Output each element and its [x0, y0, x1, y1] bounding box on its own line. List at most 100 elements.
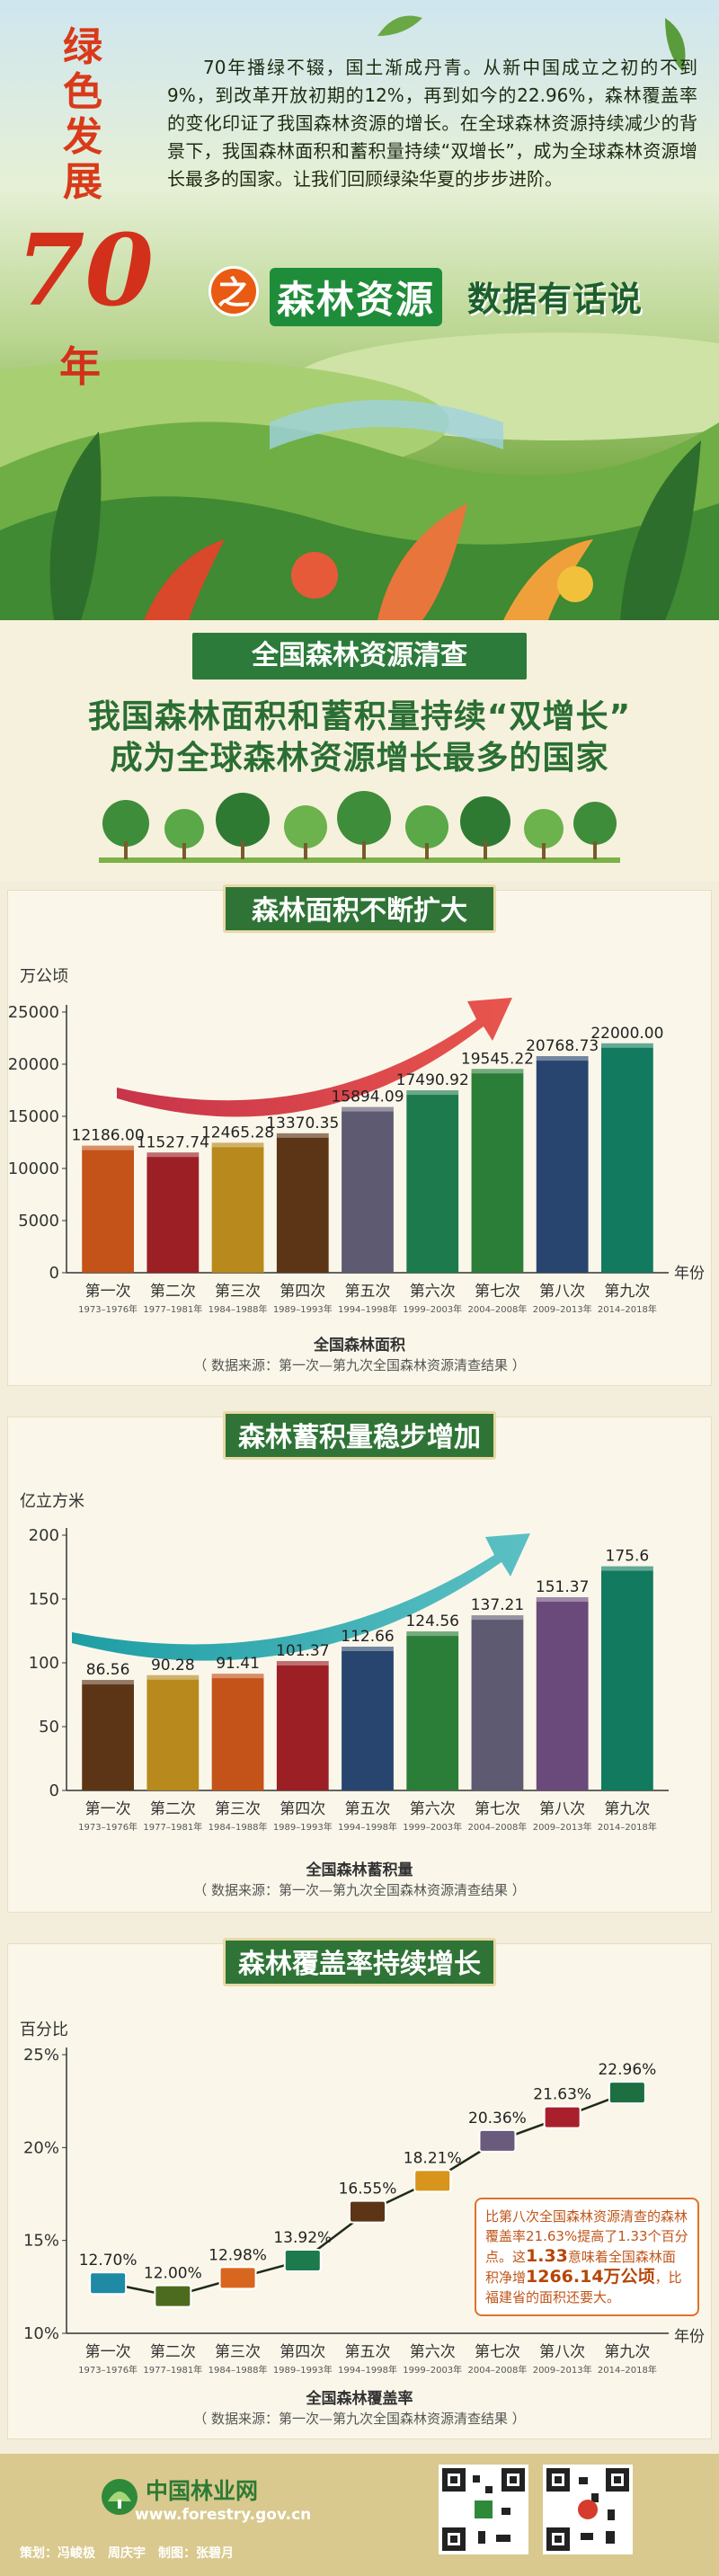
x-category-label: 第三次 — [215, 1800, 261, 1818]
coverage-chart-caption: 全国森林覆盖率 — [306, 2390, 413, 2408]
bar — [536, 1597, 589, 1790]
bar-cap — [406, 1090, 459, 1096]
x-period-label: 2014–2018年 — [598, 2364, 657, 2376]
coverage-value-label: 13.92% — [273, 2229, 332, 2247]
weibo-qr-code[interactable] — [543, 2465, 633, 2554]
stock-chart-source: （ 数据来源：第一次—第九次全国森林资源清查结果 ） — [193, 1882, 526, 1898]
area-chart-caption: 全国森林面积 — [314, 1337, 405, 1355]
forestry-logo-icon — [102, 2479, 138, 2515]
y-tick-label: 15% — [23, 2232, 59, 2251]
bar-cap — [342, 1106, 394, 1112]
tree-row-illustration — [99, 791, 620, 863]
forest-area-bar-chart: 0 5000 10000 15000 20000 25000 第一次 1973–1976年第二… — [8, 998, 669, 1315]
y-tick-label: 150 — [29, 1590, 59, 1609]
x-category-label: 第二次 — [150, 2343, 196, 2361]
note-bold-2: 1266.14万公顷 — [526, 2267, 655, 2287]
x-period-label: 1994–1998年 — [338, 1303, 397, 1315]
coverage-marker — [283, 2248, 322, 2272]
x-category-label: 第八次 — [539, 1283, 585, 1301]
bar — [406, 1090, 459, 1273]
x-period-label: 1977–1981年 — [143, 1303, 202, 1315]
bar-value-label: 124.56 — [405, 1612, 458, 1630]
x-category-label: 第五次 — [345, 2343, 391, 2361]
x-category-label: 第一次 — [85, 2343, 131, 2361]
coverage-value-label: 18.21% — [404, 2149, 462, 2167]
bar — [342, 1647, 394, 1790]
x-category-label: 第九次 — [604, 1800, 650, 1818]
hero-banner: 绿色发展 70年播绿不辍，国土渐成丹青。从新中国成立之初的不到9%，到改革开放初… — [0, 0, 719, 620]
y-tick-label: 15000 — [8, 1107, 59, 1126]
bar — [536, 1056, 589, 1273]
bar-value-label: 22000.00 — [590, 1025, 663, 1043]
bar-value-label: 19545.22 — [461, 1050, 534, 1068]
bar-value-label: 12465.28 — [201, 1124, 274, 1141]
bar-value-label: 15894.09 — [331, 1088, 404, 1106]
coverage-marker — [154, 2284, 192, 2308]
bar — [601, 1043, 653, 1273]
bar — [82, 1680, 134, 1790]
coverage-y-unit: 百分比 — [20, 2021, 68, 2039]
bar-value-label: 151.37 — [536, 1578, 589, 1596]
coverage-note-box: 比第八次全国森林资源清查的森林覆盖率21.63%提高了1.33个百分点。这1.3… — [475, 2198, 699, 2316]
y-tick-label: 25000 — [8, 1003, 59, 1022]
footer-credits: 策划：冯峻极 周庆宇 制图：张碧月 — [20, 2546, 234, 2561]
note-bold-1: 1.33 — [526, 2246, 568, 2266]
x-category-label: 第八次 — [539, 1800, 585, 1818]
x-period-label: 2009–2013年 — [533, 1303, 592, 1315]
area-chart-source: （ 数据来源：第一次—第九次全国森林资源清查结果 ） — [193, 1357, 526, 1373]
trend-arrow — [72, 1533, 530, 1661]
y-tick-label: 20% — [23, 2138, 59, 2157]
x-period-label: 1984–1988年 — [209, 2364, 268, 2376]
x-period-label: 1984–1988年 — [209, 1303, 268, 1315]
stock-y-unit: 亿立方米 — [20, 1492, 84, 1511]
area-y-unit: 万公顷 — [20, 967, 68, 986]
site-url[interactable]: www.forestry.gov.cn — [135, 2506, 312, 2524]
stock-chart-caption: 全国森林蓄积量 — [306, 1861, 413, 1879]
coverage-value-label: 12.70% — [79, 2252, 138, 2270]
x-period-label: 1984–1988年 — [209, 1821, 268, 1833]
bar — [146, 1674, 200, 1790]
x-period-label: 1989–1993年 — [273, 1303, 333, 1315]
x-category-label: 第四次 — [280, 2343, 325, 2361]
coverage-value-label: 20.36% — [468, 2110, 527, 2127]
bar-cap — [276, 1133, 329, 1138]
bar-cap — [536, 1597, 589, 1603]
bar — [82, 1145, 134, 1273]
x-period-label: 2004–2008年 — [467, 1303, 527, 1315]
hero-year: 年 — [59, 342, 101, 391]
x-category-label: 第三次 — [215, 2343, 261, 2361]
hero-title-highlight: 森林资源 — [270, 268, 443, 326]
coverage-marker — [89, 2271, 128, 2296]
bar-value-label: 112.66 — [341, 1628, 394, 1646]
x-period-label: 2014–2018年 — [598, 1303, 657, 1315]
bar-cap — [406, 1631, 459, 1637]
x-category-label: 第六次 — [410, 1283, 456, 1301]
x-category-label: 第七次 — [475, 1283, 520, 1301]
x-category-label: 第八次 — [539, 2343, 585, 2361]
y-tick-label: 25% — [23, 2046, 59, 2065]
area-panel-title: 森林面积不断扩大 — [223, 884, 496, 933]
y-tick-label: 5000 — [18, 1212, 59, 1230]
x-period-label: 1999–2003年 — [403, 2364, 462, 2376]
bar — [406, 1631, 459, 1790]
bar — [211, 1142, 264, 1273]
bar-value-label: 86.56 — [86, 1661, 130, 1679]
wechat-qr-code[interactable] — [439, 2465, 528, 2554]
x-category-label: 第五次 — [345, 1283, 391, 1301]
coverage-marker — [608, 2081, 646, 2105]
x-period-label: 2004–2008年 — [467, 1821, 527, 1833]
hero-badge-text: 绿色发展 — [63, 24, 102, 205]
landscape-illustration — [0, 15, 719, 620]
y-tick-label: 200 — [29, 1526, 59, 1545]
bar — [276, 1661, 329, 1790]
bar — [471, 1069, 524, 1273]
bar-cap — [601, 1566, 653, 1571]
x-period-label: 2009–2013年 — [533, 2364, 592, 2376]
bar-value-label: 90.28 — [151, 1657, 195, 1674]
x-period-label: 1973–1976年 — [78, 1821, 138, 1833]
y-tick-label: 20000 — [8, 1055, 59, 1074]
y-tick-label: 0 — [49, 1781, 59, 1800]
x-category-label: 第六次 — [410, 2343, 456, 2361]
x-category-label: 第五次 — [345, 1800, 391, 1818]
